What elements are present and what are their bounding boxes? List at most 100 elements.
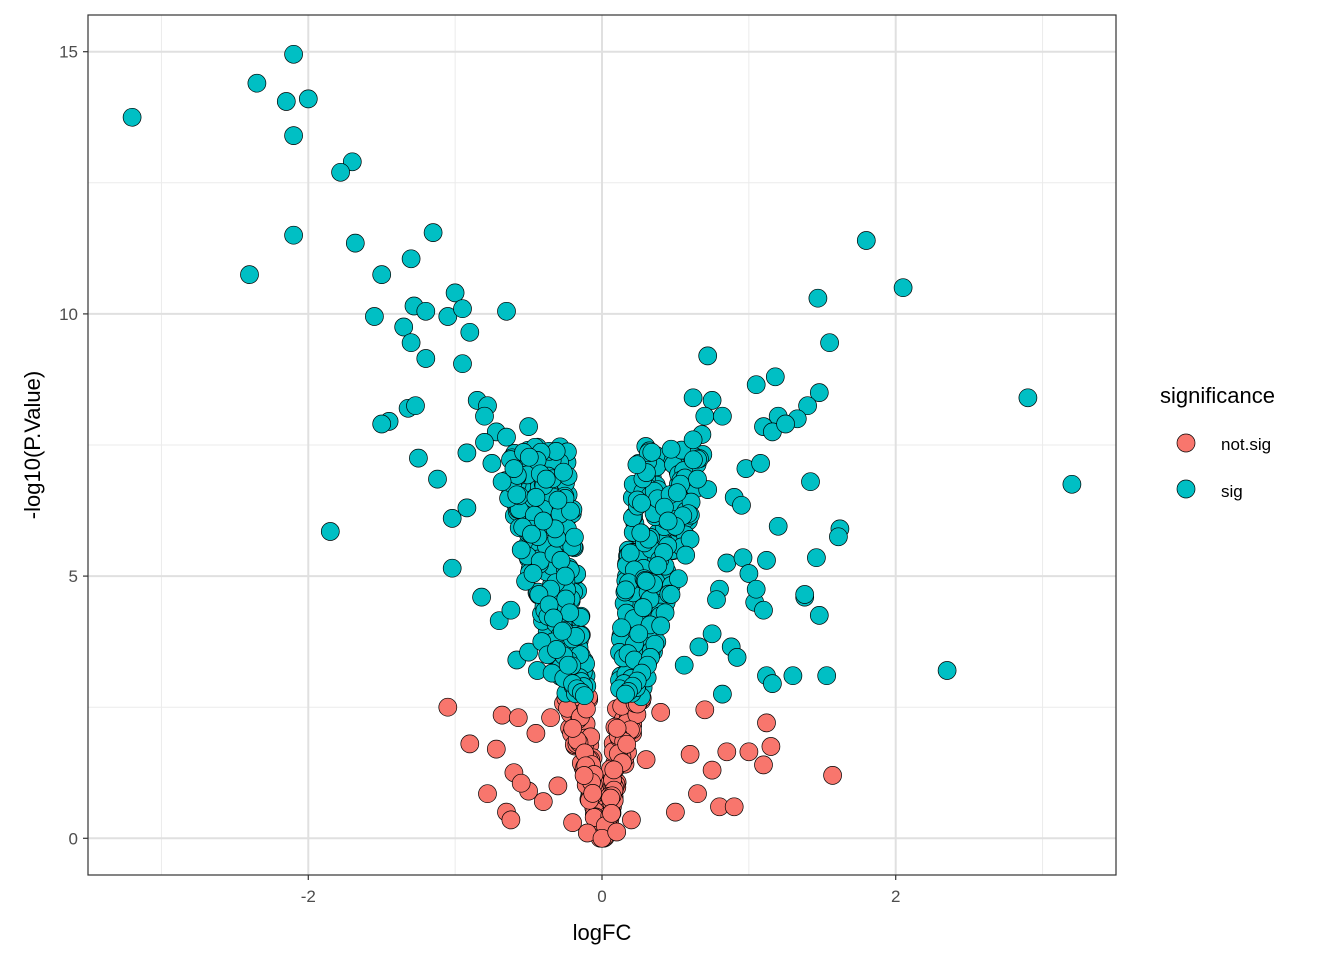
sig-point: [501, 600, 521, 620]
sig-point: [320, 522, 340, 541]
sig-point: [526, 488, 546, 507]
sig-point: [547, 640, 566, 659]
sig-point: [713, 406, 732, 426]
sig-point: [519, 642, 538, 662]
not-sig-point: [636, 750, 656, 769]
not-sig-point: [604, 760, 624, 780]
sig-point: [523, 564, 543, 583]
sig-point: [409, 448, 428, 468]
not-sig-point: [761, 737, 781, 756]
not-sig-point: [754, 755, 773, 775]
sig-point: [533, 511, 553, 531]
not-sig-point: [478, 784, 497, 804]
not-sig-point: [702, 760, 722, 780]
sig-point: [798, 396, 817, 416]
sig-point: [365, 307, 384, 326]
sig-point: [442, 509, 462, 528]
sig-point: [707, 590, 726, 610]
not-sig-point: [460, 734, 480, 754]
sig-point: [658, 511, 678, 531]
sig-point: [519, 417, 538, 436]
sig-point: [482, 454, 502, 473]
sig-point: [616, 684, 635, 704]
not-sig-point: [602, 804, 621, 823]
sig-point: [475, 433, 494, 452]
not-sig-point: [651, 703, 671, 722]
sig-point: [776, 414, 795, 434]
sig-point: [561, 501, 580, 521]
sig-point: [732, 495, 751, 515]
y-tick-label: 10: [59, 305, 78, 324]
sig-point: [702, 624, 722, 644]
sig-point: [765, 367, 785, 387]
sig-point: [661, 585, 681, 604]
sig-point: [560, 603, 580, 623]
not-sig-point: [617, 734, 637, 754]
sig-point: [548, 490, 568, 510]
not-sig-point: [438, 697, 458, 717]
sig-point: [442, 558, 462, 578]
legend-title: significance: [1160, 383, 1275, 408]
not-sig-point: [541, 708, 560, 728]
sig-point: [552, 621, 572, 641]
sig-point: [713, 684, 732, 704]
sig-point: [453, 299, 472, 319]
sig-point: [807, 548, 826, 568]
sig-point: [683, 388, 703, 408]
sig-point: [472, 587, 491, 607]
sig-point: [751, 454, 770, 473]
sig-point: [702, 391, 722, 410]
sig-point: [695, 406, 715, 426]
sig-point: [795, 585, 815, 604]
sig-point: [519, 447, 539, 467]
sig-point: [746, 375, 766, 395]
sig-point: [342, 152, 362, 172]
sig-point: [636, 571, 656, 591]
sig-point: [688, 469, 707, 489]
sig-point: [627, 455, 647, 475]
not-sig-point: [823, 766, 842, 785]
sig-point: [345, 233, 365, 253]
sig-point: [331, 162, 350, 182]
legend: significance not.sig sig: [1160, 383, 1275, 501]
sig-point: [648, 556, 668, 575]
not-sig-point: [486, 739, 506, 759]
x-axis-title: logFC: [573, 920, 632, 945]
sig-point: [829, 527, 848, 547]
not-sig-point: [607, 822, 627, 842]
sig-point: [1018, 388, 1038, 408]
x-tick-label: -2: [301, 887, 316, 906]
sig-point: [629, 624, 649, 644]
sig-point: [661, 439, 681, 459]
sig-point: [558, 655, 578, 675]
sig-point: [475, 406, 494, 426]
not-sig-point: [511, 773, 531, 793]
not-sig-point: [574, 766, 594, 785]
sig-point: [616, 580, 636, 600]
sig-point: [684, 450, 703, 470]
legend-label-sig: sig: [1221, 482, 1243, 501]
x-tick-label: 0: [597, 887, 606, 906]
series-sig-points: [122, 44, 1082, 707]
sig-point: [555, 566, 575, 586]
sig-point: [754, 600, 773, 620]
not-sig-point: [508, 708, 528, 728]
x-axis-ticks: -2 0 2: [301, 875, 900, 906]
sig-point: [284, 44, 303, 64]
sig-point: [680, 530, 700, 549]
y-tick-label: 0: [69, 829, 78, 848]
sig-point: [937, 661, 957, 680]
legend-key-not-sig: [1176, 433, 1196, 453]
not-sig-point: [548, 776, 568, 796]
sig-point: [284, 225, 303, 245]
sig-point: [406, 396, 425, 416]
sig-point: [801, 472, 820, 492]
sig-point: [612, 618, 631, 638]
sig-point: [511, 540, 531, 560]
sig-point: [551, 551, 571, 570]
sig-point: [438, 307, 458, 326]
sig-point: [497, 427, 516, 447]
x-tick-label: 2: [891, 887, 900, 906]
sig-point: [394, 317, 414, 337]
sig-point: [401, 249, 421, 269]
